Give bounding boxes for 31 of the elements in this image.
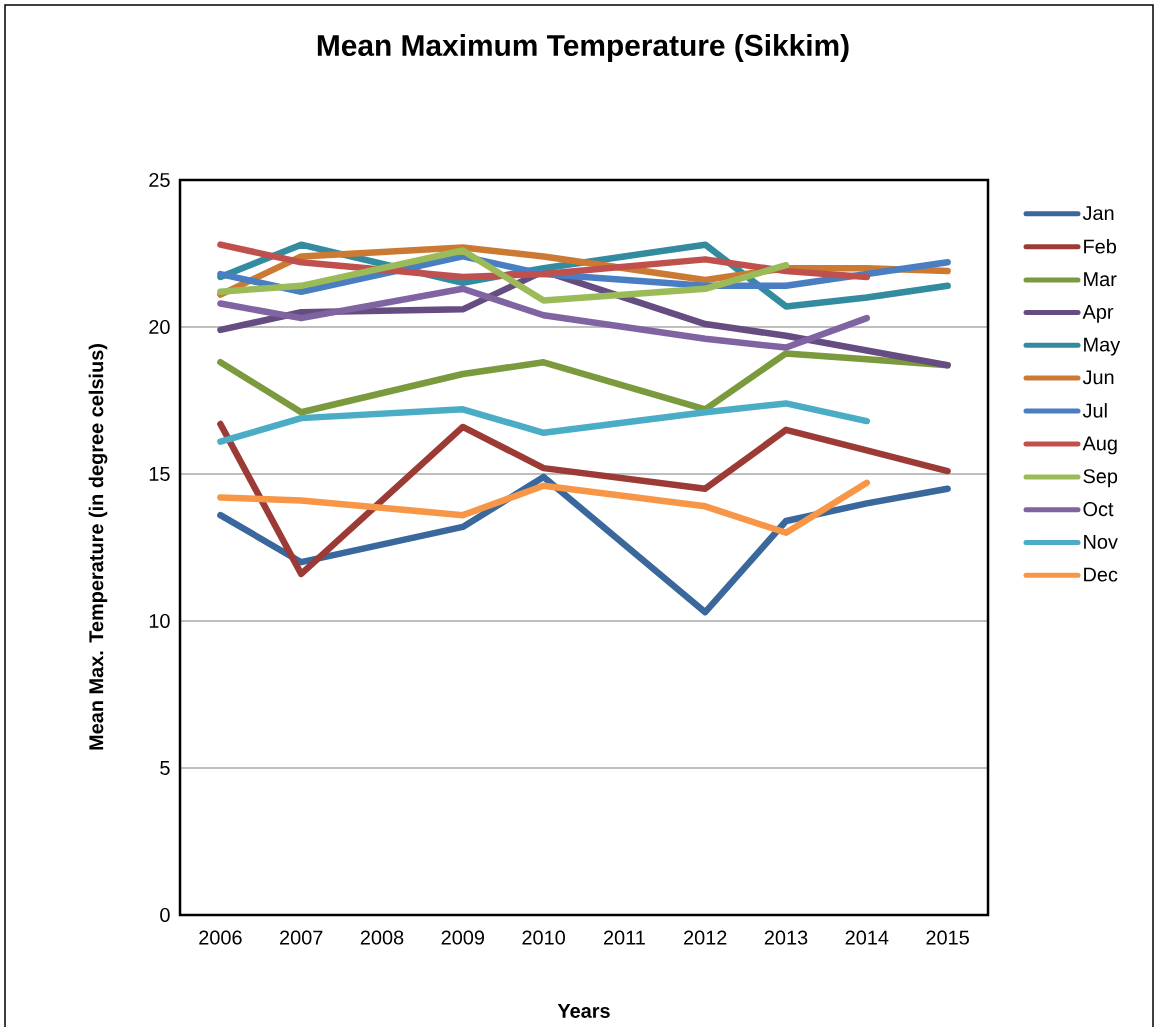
- y-axis-title: Mean Max. Temperature (in degree celsius): [88, 344, 108, 750]
- legend-label: Feb: [1084, 238, 1117, 254]
- y-tick-label: 25: [149, 172, 170, 188]
- x-tick-label: 2013: [764, 930, 808, 945]
- y-tick-label: 5: [160, 761, 170, 775]
- legend-label: Jun: [1082, 370, 1114, 385]
- legend-label: Mar: [1084, 272, 1117, 287]
- x-tick-label: 2012: [684, 930, 727, 945]
- x-tick-label: 2011: [603, 930, 645, 945]
- legend-label: Oct: [1083, 502, 1114, 517]
- x-axis-title: Years: [557, 1004, 610, 1018]
- y-tick-label: 0: [160, 907, 170, 923]
- x-tick-label: 2010: [522, 930, 565, 945]
- x-tick-label: 2015: [926, 930, 969, 945]
- x-tick-label: 2014: [845, 930, 889, 945]
- legend-label: Sep: [1083, 469, 1118, 488]
- y-tick-label: 15: [149, 467, 170, 481]
- x-tick-label: 2007: [280, 930, 323, 945]
- x-tick-label: 2006: [199, 930, 242, 945]
- legend-label: Jul: [1082, 403, 1107, 418]
- legend-label: Jan: [1082, 206, 1114, 221]
- legend-label: Apr: [1082, 305, 1114, 323]
- legend-label: May: [1084, 337, 1121, 356]
- legend-label: Dec: [1084, 567, 1118, 582]
- chart-title: Mean Maximum Temperature (Sikkim): [317, 34, 849, 62]
- y-tick-label: 20: [149, 319, 170, 335]
- legend-label: Nov: [1084, 534, 1118, 549]
- y-tick-label: 10: [149, 613, 170, 629]
- legend-label: Aug: [1082, 436, 1117, 455]
- x-tick-label: 2008: [360, 930, 404, 945]
- x-tick-label: 2009: [441, 930, 485, 945]
